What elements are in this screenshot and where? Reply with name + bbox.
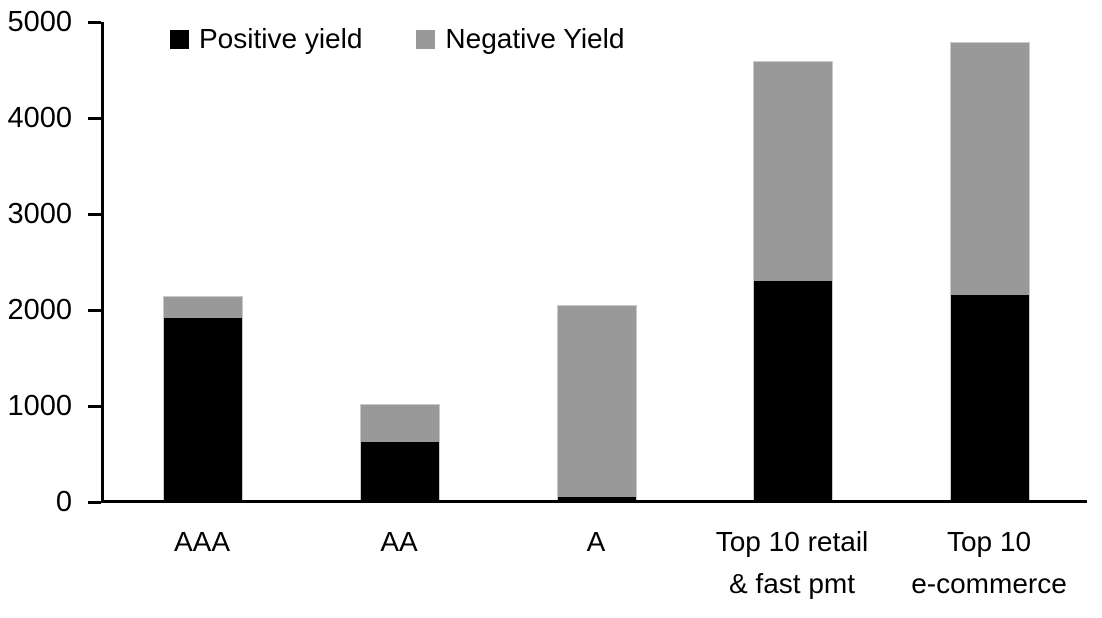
y-tick-mark-5000 (88, 20, 101, 24)
y-tick-label-0: 0 (55, 486, 72, 518)
bar-segment-positive-yield-aa (361, 441, 439, 501)
x-tick-label-a: A (586, 526, 606, 557)
x-tick-label-top-10-e-commerce: Top 10 e-commerce (911, 526, 1067, 599)
x-tick-label-aa: AA (380, 526, 418, 557)
bar-segment-negative-yield-top-10-retail-fast-pmt (754, 62, 832, 281)
legend-swatch-positive-yield (170, 29, 189, 49)
x-axis-line (101, 500, 1087, 503)
y-tick-mark-4000 (88, 116, 101, 120)
bar-segment-positive-yield-a (558, 497, 636, 501)
bar-segment-negative-yield-top-10-e-commerce (951, 43, 1029, 295)
bar-aaa (163, 296, 243, 502)
bar-segment-negative-yield-aaa (164, 297, 242, 319)
bar-top-10-e-commerce (950, 42, 1030, 502)
legend-item-positive-yield: Positive yield (170, 25, 362, 53)
bar-segment-positive-yield-top-10-retail-fast-pmt (754, 280, 832, 501)
y-tick-label-5000: 5000 (7, 6, 72, 38)
bar-segment-positive-yield-aaa (164, 318, 242, 501)
bar-a (557, 305, 637, 502)
y-tick-mark-3000 (88, 212, 101, 216)
x-tick-label-top-10-retail-fast-pmt: Top 10 retail & fast pmt (715, 526, 869, 599)
bar-segment-positive-yield-top-10-e-commerce (951, 294, 1029, 501)
y-tick-mark-2000 (88, 308, 101, 312)
bar-aa (360, 404, 440, 502)
y-tick-label-1000: 1000 (7, 390, 72, 422)
y-tick-label-2000: 2000 (7, 294, 72, 326)
legend-item-negative-yield: Negative Yield (416, 25, 624, 53)
bar-segment-negative-yield-aa (361, 405, 439, 442)
y-tick-mark-1000 (88, 404, 101, 408)
bar-top-10-retail-fast-pmt (753, 61, 833, 502)
legend-swatch-negative-yield (416, 29, 436, 49)
legend-label-positive-yield: Positive yield (199, 23, 363, 54)
y-tick-mark-0 (88, 500, 101, 504)
y-tick-label-3000: 3000 (7, 198, 72, 230)
bar-segment-negative-yield-a (558, 306, 636, 497)
legend-label-negative-yield: Negative Yield (445, 23, 625, 54)
y-axis-line (101, 22, 104, 503)
x-tick-label-aaa: AAA (173, 526, 231, 557)
chart-legend: Positive yield Negative Yield (170, 25, 624, 53)
y-tick-label-4000: 4000 (7, 102, 72, 134)
